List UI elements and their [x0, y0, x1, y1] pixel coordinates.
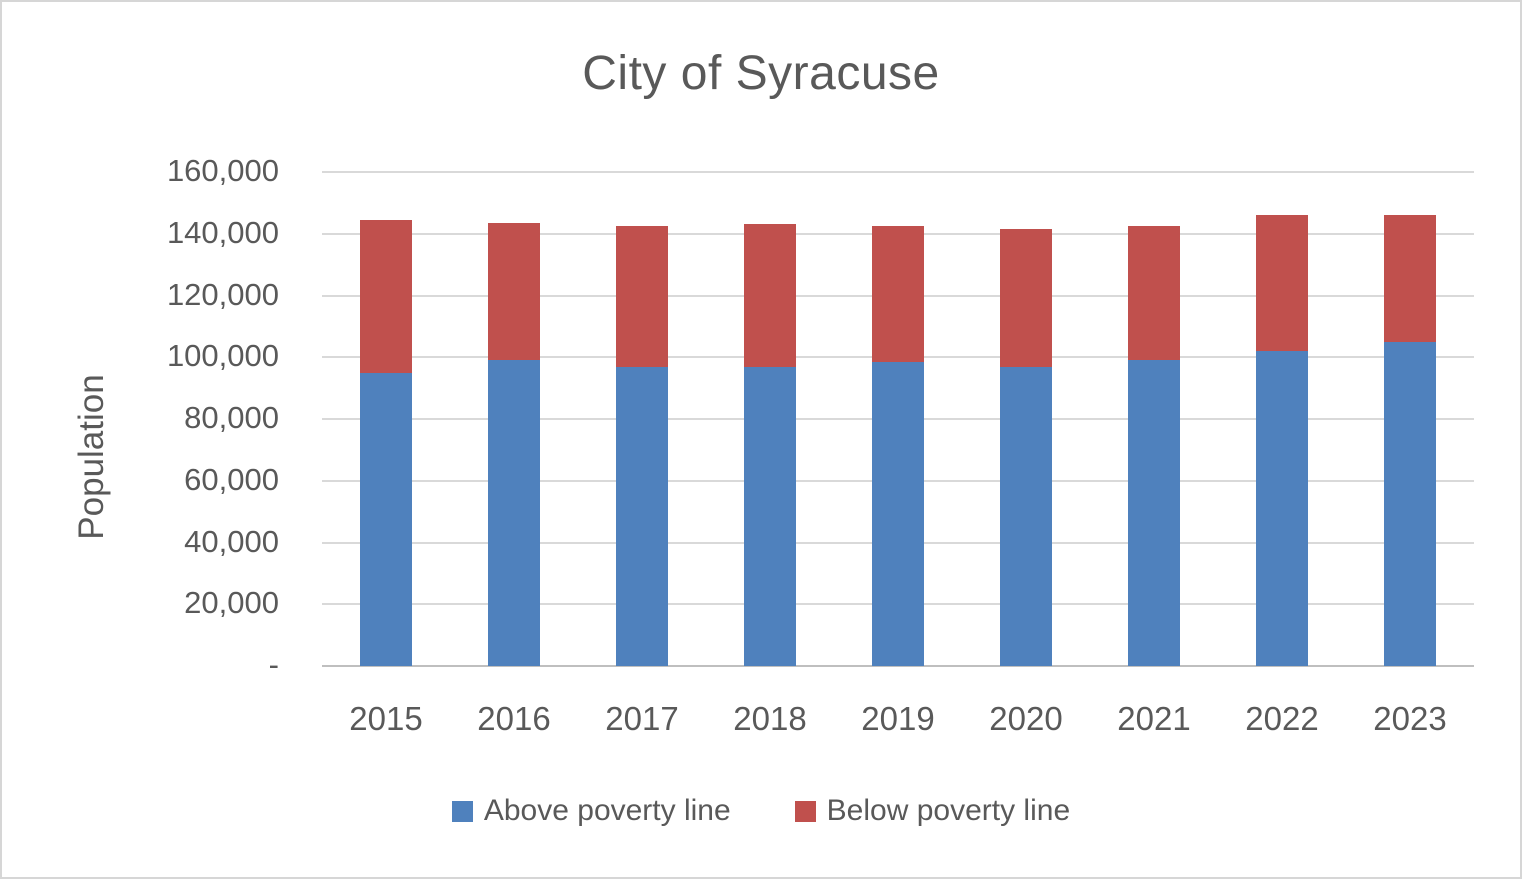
x-tick-label-2021: 2021 — [1117, 700, 1191, 737]
bar-stack-2018 — [744, 224, 796, 666]
y-tick-label: 140,000 — [166, 214, 279, 250]
x-tick-label-2017: 2017 — [605, 700, 679, 737]
bar-segment-below-poverty-2021 — [1128, 226, 1180, 361]
x-tick-label-2023: 2023 — [1373, 700, 1447, 737]
chart-title: City of Syracuse — [582, 47, 940, 100]
bar-segment-above-poverty-2018 — [744, 366, 796, 666]
legend: Above poverty line Below poverty line — [2, 794, 1520, 828]
y-tick-label: 60,000 — [184, 461, 279, 497]
x-tick-label-2020: 2020 — [989, 700, 1063, 737]
bar-stack-2021 — [1128, 226, 1180, 666]
bar-segment-below-poverty-2023 — [1384, 215, 1436, 342]
bar-segment-above-poverty-2017 — [616, 366, 668, 666]
legend-label: Above poverty line — [483, 794, 731, 827]
legend-swatch-icon — [794, 800, 816, 822]
legend-label: Below poverty line — [826, 794, 1071, 827]
bar-stack-2020 — [1000, 229, 1052, 666]
bar-segment-above-poverty-2015 — [360, 372, 412, 666]
bar-segment-below-poverty-2015 — [360, 219, 412, 373]
legend-item-above-poverty: Above poverty line — [451, 794, 731, 828]
y-tick-label: 20,000 — [184, 585, 279, 621]
bar-stack-2016 — [488, 222, 540, 666]
bar-segment-below-poverty-2018 — [744, 224, 796, 367]
bar-segment-below-poverty-2022 — [1256, 215, 1308, 352]
bar-segment-above-poverty-2016 — [488, 360, 540, 666]
bar-segment-above-poverty-2022 — [1256, 351, 1308, 666]
bar-segment-above-poverty-2021 — [1128, 360, 1180, 666]
bar-segment-below-poverty-2017 — [616, 226, 668, 367]
bar-stack-2017 — [616, 226, 668, 666]
gridline — [322, 171, 1474, 173]
bar-segment-below-poverty-2016 — [488, 222, 540, 361]
x-tick-label-2016: 2016 — [477, 700, 551, 737]
plot-area — [322, 171, 1474, 667]
bar-segment-above-poverty-2020 — [1000, 366, 1052, 666]
y-axis-title: Population — [72, 374, 111, 540]
bar-segment-above-poverty-2023 — [1384, 341, 1436, 666]
legend-item-below-poverty: Below poverty line — [794, 794, 1071, 828]
bar-segment-above-poverty-2019 — [872, 361, 924, 666]
bar-stack-2023 — [1384, 215, 1436, 666]
y-tick-label: 40,000 — [184, 523, 279, 559]
bar-stack-2019 — [872, 226, 924, 666]
y-tick-label: 120,000 — [166, 276, 279, 312]
x-tick-label-2015: 2015 — [349, 700, 423, 737]
x-tick-label-2019: 2019 — [861, 700, 935, 737]
x-tick-label-2018: 2018 — [733, 700, 807, 737]
bar-stack-2022 — [1256, 215, 1308, 666]
bar-segment-below-poverty-2019 — [872, 226, 924, 362]
x-axis-line — [322, 665, 1474, 667]
bar-stack-2015 — [360, 219, 412, 666]
y-tick-label: - — [268, 647, 279, 682]
legend-swatch-icon — [451, 800, 473, 822]
x-tick-label-2022: 2022 — [1245, 700, 1319, 737]
bar-segment-below-poverty-2020 — [1000, 229, 1052, 367]
y-tick-label: 160,000 — [166, 153, 279, 188]
y-tick-label: 80,000 — [184, 400, 279, 435]
y-tick-label: 100,000 — [166, 338, 279, 374]
